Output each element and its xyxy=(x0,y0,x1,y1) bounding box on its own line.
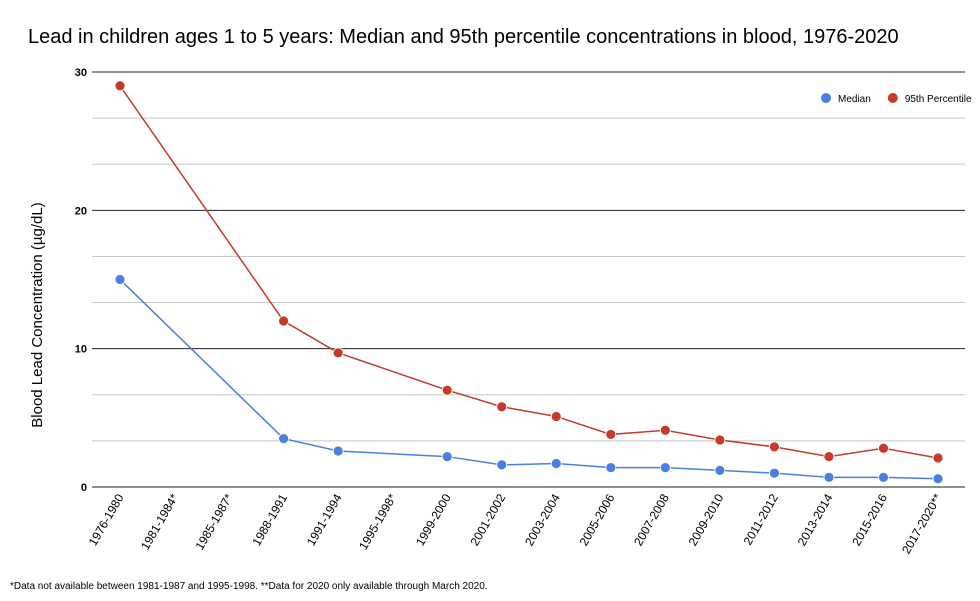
series-line-95th-percentile xyxy=(119,85,939,459)
x-tick-label: 2011-2012 xyxy=(741,491,782,547)
gridlines xyxy=(92,71,965,488)
data-point-median xyxy=(114,274,126,285)
x-tick-label: 2005-2006 xyxy=(577,491,618,548)
x-tick-label: 2001-2002 xyxy=(468,491,509,548)
x-tick-label: 1988-1991 xyxy=(249,491,290,548)
x-tick-label: 2007-2008 xyxy=(631,491,672,548)
data-point-95th-percentile xyxy=(496,401,508,413)
data-point-95th-percentile xyxy=(932,452,944,464)
data-point-median xyxy=(932,473,944,485)
x-tick-label: 1995-1998* xyxy=(356,491,399,552)
x-tick-label: 2017-2020** xyxy=(899,491,945,556)
x-tick-label: 2013-2014 xyxy=(795,491,836,548)
x-axis-ticks: 1976-1980 1981-1984* 1985-1987* 1988-1991 19… xyxy=(86,491,945,556)
series-layer xyxy=(114,80,944,485)
x-tick-label: 1976-1980 xyxy=(86,491,127,548)
data-point-95th-percentile xyxy=(769,441,780,453)
data-point-95th-percentile xyxy=(823,451,835,462)
data-point-median xyxy=(496,459,508,471)
series-line-median xyxy=(119,278,939,480)
data-point-median xyxy=(659,462,671,474)
data-point-median xyxy=(278,433,290,444)
y-axis-ticks: 0 10 20 30 xyxy=(75,67,87,494)
data-point-median xyxy=(605,462,617,474)
legend: Median 95th Percentile xyxy=(821,93,972,105)
x-tick-label: 2015-2016 xyxy=(849,491,890,548)
data-point-95th-percentile xyxy=(332,347,344,359)
chart-title: Lead in children ages 1 to 5 years: Medi… xyxy=(28,26,899,48)
data-point-median xyxy=(332,445,344,457)
legend-label-95th-percentile: 95th Percentile xyxy=(905,94,972,105)
data-point-95th-percentile xyxy=(714,434,726,446)
legend-marker-95th-percentile xyxy=(887,93,898,103)
y-tick-label: 20 xyxy=(75,205,87,217)
data-point-95th-percentile xyxy=(659,424,671,436)
data-point-median xyxy=(823,471,835,483)
x-tick-label: 1985-1987* xyxy=(193,491,236,552)
data-point-95th-percentile xyxy=(878,442,889,454)
x-tick-label: 1991-1994 xyxy=(304,491,345,548)
y-tick-label: 0 xyxy=(81,482,87,494)
data-point-95th-percentile xyxy=(605,429,617,440)
legend-marker-median xyxy=(821,93,831,103)
data-point-95th-percentile xyxy=(278,315,290,327)
data-point-95th-percentile xyxy=(550,411,562,422)
x-tick-label: 2003-2004 xyxy=(522,491,563,548)
data-point-median xyxy=(550,458,562,469)
x-tick-label: 1999-2000 xyxy=(413,491,454,548)
data-point-median xyxy=(714,464,726,476)
data-point-95th-percentile xyxy=(114,80,126,92)
legend-label-median: Median xyxy=(838,94,871,105)
chart-footnote: *Data not available between 1981-1987 an… xyxy=(10,581,488,592)
data-point-95th-percentile xyxy=(441,384,453,396)
data-point-median xyxy=(878,471,889,483)
data-point-median xyxy=(441,451,453,462)
x-tick-label: 1981-1984* xyxy=(138,491,181,552)
data-point-median xyxy=(769,467,780,479)
y-tick-label: 30 xyxy=(75,67,87,79)
y-tick-label: 10 xyxy=(75,344,87,356)
y-axis-label: Blood Lead Concentration (µg/dL) xyxy=(29,202,46,427)
x-tick-label: 2009-2010 xyxy=(686,491,727,548)
